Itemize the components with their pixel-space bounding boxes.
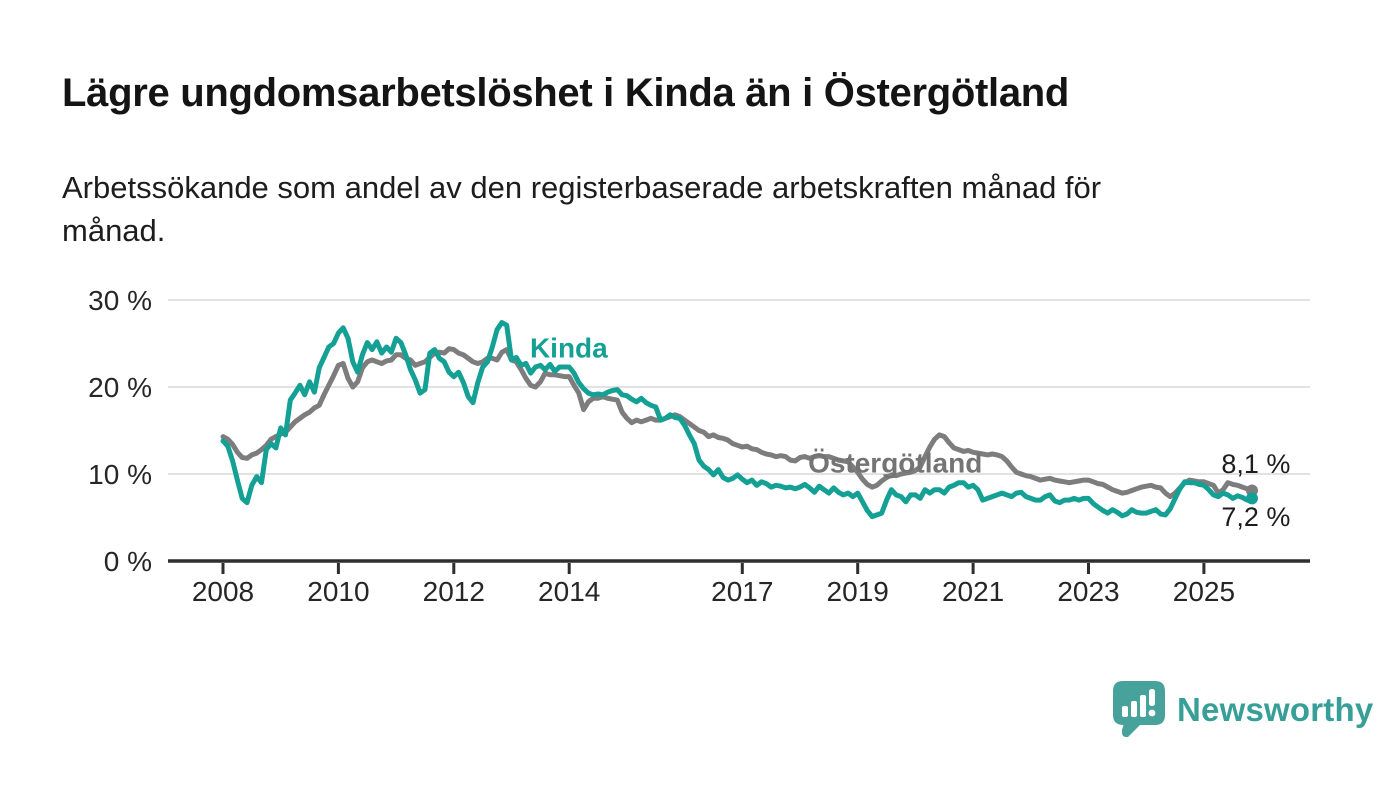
newsworthy-logo-text: Newsworthy <box>1177 690 1374 728</box>
chart-subtitle-line-2: månad. <box>62 213 166 248</box>
logo-exclamation-dot <box>1148 709 1156 717</box>
x-tick-label-2025: 2025 <box>1173 576 1235 607</box>
x-tick-label-2017: 2017 <box>711 576 773 607</box>
chart-subtitle: Arbetssökande som andel av den registerb… <box>62 166 1101 252</box>
chart-subtitle-line-1: Arbetssökande som andel av den registerb… <box>62 170 1102 205</box>
logo-exclamation-bar <box>1149 689 1155 706</box>
speech-bubble-shape <box>1113 681 1165 738</box>
x-tick-label-2014: 2014 <box>538 576 600 607</box>
x-tick-label-2021: 2021 <box>942 576 1004 607</box>
x-tick-label-2010: 2010 <box>307 576 369 607</box>
newsworthy-logo-icon <box>1113 681 1165 738</box>
logo-bar-3 <box>1140 695 1146 717</box>
annotation--sterg-tland: Östergötland <box>808 447 982 478</box>
x-tick-label-2012: 2012 <box>423 576 485 607</box>
x-tick-label-2008: 2008 <box>192 576 254 607</box>
series-line-Östergötland <box>220 346 1255 500</box>
annotation-Kinda: Kinda <box>530 332 608 363</box>
series-end-dot-Kinda <box>1245 492 1258 505</box>
newsworthy-logo: Newsworthy <box>1113 681 1373 738</box>
x-tick-label-2019: 2019 <box>827 576 889 607</box>
x-tick-label-2023: 2023 <box>1057 576 1119 607</box>
annotation-7-2-: 7,2 % <box>1221 502 1290 532</box>
chart-title: Lägre ungdomsarbetslöshet i Kinda än i Ö… <box>62 71 1070 115</box>
y-tick-label-10: 10 % <box>88 459 152 490</box>
y-tick-label-0: 0 % <box>104 546 152 577</box>
logo-bar-2 <box>1131 701 1137 717</box>
logo-bar-1 <box>1122 706 1128 717</box>
y-tick-label-30: 30 % <box>88 285 152 316</box>
y-tick-label-20: 20 % <box>88 372 152 403</box>
annotation-8-1-: 8,1 % <box>1221 449 1290 479</box>
series-line-Kinda <box>220 320 1255 520</box>
